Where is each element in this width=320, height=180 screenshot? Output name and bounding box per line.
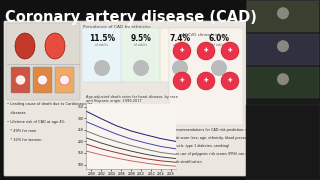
FancyBboxPatch shape [169, 28, 243, 125]
Text: 9.5%: 9.5% [131, 34, 151, 43]
Circle shape [221, 72, 239, 90]
Text: ✚: ✚ [228, 48, 232, 53]
Text: ✚: ✚ [204, 78, 208, 84]
Circle shape [94, 60, 110, 76]
FancyBboxPatch shape [33, 67, 52, 93]
Circle shape [60, 75, 69, 85]
Circle shape [15, 75, 26, 85]
Text: • Lifetime risk of CAD at age 40:: • Lifetime risk of CAD at age 40: [7, 120, 65, 124]
Circle shape [37, 75, 47, 85]
Text: * 49% for men: * 49% for men [7, 129, 36, 133]
Text: levels, type 1 diabetes, smoking): levels, type 1 diabetes, smoking) [170, 144, 229, 148]
Text: 7.4%: 7.4% [169, 34, 191, 43]
FancyBboxPatch shape [160, 28, 200, 82]
Circle shape [133, 60, 149, 76]
FancyBboxPatch shape [55, 67, 74, 93]
Ellipse shape [45, 33, 65, 59]
Text: of adults: of adults [212, 43, 226, 47]
Ellipse shape [15, 33, 35, 59]
Circle shape [277, 7, 289, 19]
Circle shape [277, 73, 289, 85]
FancyBboxPatch shape [82, 28, 122, 82]
Text: of adults: of adults [173, 43, 187, 47]
Text: * 32% for women: * 32% for women [7, 138, 41, 142]
Text: ✚: ✚ [180, 78, 184, 84]
Text: ✚: ✚ [180, 48, 184, 53]
Circle shape [173, 42, 191, 60]
Text: diseases: diseases [7, 111, 26, 115]
Circle shape [173, 72, 191, 90]
Bar [247, 34, 319, 65]
Bar [247, 67, 319, 98]
Text: ✚: ✚ [228, 78, 232, 84]
Text: 11.5%: 11.5% [89, 34, 115, 43]
Bar [246, 0, 320, 105]
Text: Age-adjusted death rates for heart disease, by race
and Hispanic origin: 1999-20: Age-adjusted death rates for heart disea… [86, 95, 178, 103]
Text: of adults: of adults [134, 43, 148, 47]
Circle shape [172, 60, 188, 76]
Text: risk score (sex, age, ethnicity, blood pressure, lipid: risk score (sex, age, ethnicity, blood p… [170, 136, 259, 140]
Text: • Recommendations for CAD risk prediction: clinical: • Recommendations for CAD risk predictio… [170, 128, 257, 132]
Circle shape [211, 60, 227, 76]
Text: risk stratification: risk stratification [170, 160, 202, 164]
FancyBboxPatch shape [11, 67, 30, 93]
Circle shape [197, 42, 215, 60]
Text: • Leading cause of death due to Cardiovascular: • Leading cause of death due to Cardiova… [7, 102, 92, 106]
FancyBboxPatch shape [6, 23, 80, 100]
Text: Prevalence of CAD by ethnicity: Prevalence of CAD by ethnicity [83, 25, 151, 29]
Circle shape [197, 72, 215, 90]
Text: of adults: of adults [95, 43, 108, 47]
Bar [247, 1, 319, 32]
Circle shape [221, 42, 239, 60]
Text: ✚: ✚ [204, 48, 208, 53]
Text: • The use of polygenic risk scores (PRS) can enhance: • The use of polygenic risk scores (PRS)… [170, 152, 260, 156]
Text: ASCVD clinical risk sc...: ASCVD clinical risk sc... [182, 33, 230, 37]
FancyBboxPatch shape [4, 21, 246, 176]
Text: Coronary artery disease (CAD): Coronary artery disease (CAD) [5, 10, 257, 25]
FancyBboxPatch shape [121, 28, 161, 82]
Bar [246, 105, 320, 180]
Circle shape [277, 40, 289, 52]
FancyBboxPatch shape [199, 28, 239, 82]
Text: 6.0%: 6.0% [209, 34, 229, 43]
